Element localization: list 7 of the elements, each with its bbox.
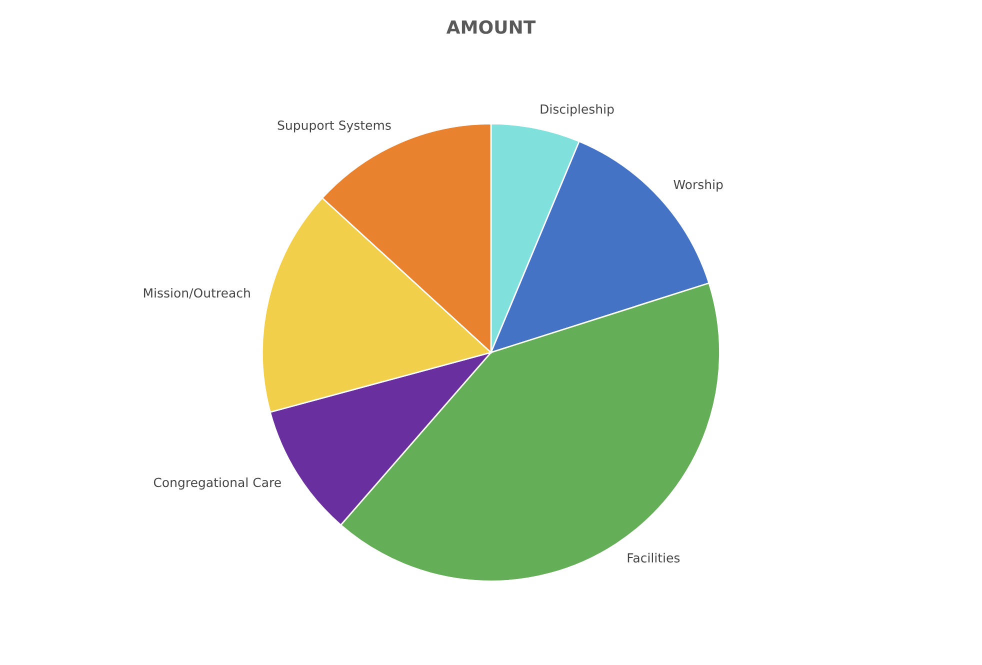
slice-label: Supuport Systems — [278, 120, 391, 132]
slice-label: Worship — [674, 180, 723, 192]
slice-label: Facilities — [628, 552, 680, 563]
slice-label: Mission/Outreach — [144, 288, 250, 299]
slice-label: Congregational Care — [154, 477, 281, 490]
chart-title: AMOUNT — [446, 20, 536, 34]
slice-label: Discipleship — [540, 104, 614, 116]
